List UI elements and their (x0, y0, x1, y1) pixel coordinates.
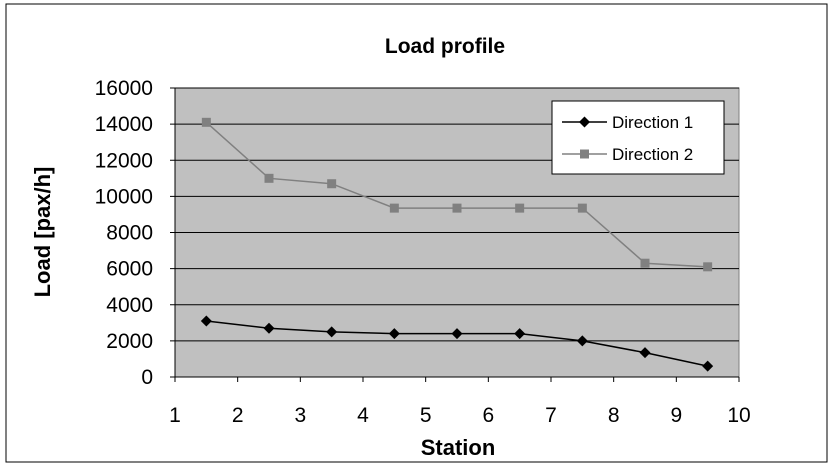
y-axis-label: Load [pax/h] (30, 167, 55, 298)
x-tick-label: 7 (545, 404, 557, 427)
legend-label: Direction 2 (612, 145, 693, 164)
data-point (263, 322, 275, 334)
chart-title: Load profile (385, 35, 505, 58)
data-point (577, 203, 587, 213)
series-2 (201, 117, 713, 272)
x-tick-label: 4 (357, 404, 369, 427)
y-tick-label: 16000 (95, 77, 153, 100)
y-tick-label: 12000 (95, 149, 153, 172)
data-point (515, 203, 525, 213)
data-point (326, 326, 338, 338)
legend-entry: Direction 2 (562, 145, 693, 164)
axes (170, 87, 740, 382)
data-point (452, 203, 462, 213)
series-1 (200, 315, 714, 372)
x-tick-label: 3 (294, 404, 306, 427)
x-tick-label: 8 (608, 404, 620, 427)
data-point (514, 328, 526, 340)
y-tick-label: 2000 (106, 330, 153, 353)
legend: Direction 1 Direction 2 (551, 100, 725, 175)
series-layer (200, 117, 714, 372)
y-tick-label: 6000 (106, 258, 153, 281)
x-tick-label: 10 (727, 404, 750, 427)
x-tick-label: 6 (482, 404, 494, 427)
x-tick-label: 1 (169, 404, 181, 427)
data-point (200, 315, 212, 327)
data-point (703, 262, 713, 272)
legend-entry: Direction 1 (562, 113, 693, 132)
x-tick-label: 5 (420, 404, 432, 427)
gridlines (175, 87, 739, 342)
data-point (576, 335, 588, 347)
data-point (702, 360, 714, 372)
legend-label: Direction 1 (612, 113, 693, 132)
y-tick-label: 0 (141, 366, 153, 389)
y-tick-label: 10000 (95, 185, 153, 208)
y-tick-label: 14000 (95, 113, 153, 136)
y-tick-label: 4000 (106, 294, 153, 317)
data-point (327, 179, 337, 189)
y-tick-label: 8000 (106, 222, 153, 245)
x-axis-label: Station (421, 435, 496, 460)
data-point (389, 203, 399, 213)
legend-marker (579, 116, 590, 128)
data-point (451, 328, 463, 340)
data-point (640, 258, 650, 268)
legend-marker (580, 149, 589, 159)
data-point (388, 328, 400, 340)
data-point (201, 117, 211, 127)
legend-box (551, 100, 725, 175)
tick-labels: 0 2000 4000 6000 8000 10000 12000 14000 16000 1 2 3… (95, 77, 751, 427)
x-tick-label: 9 (670, 404, 682, 427)
data-point (639, 347, 651, 359)
x-tick-label: 2 (232, 404, 244, 427)
data-point (264, 173, 274, 183)
